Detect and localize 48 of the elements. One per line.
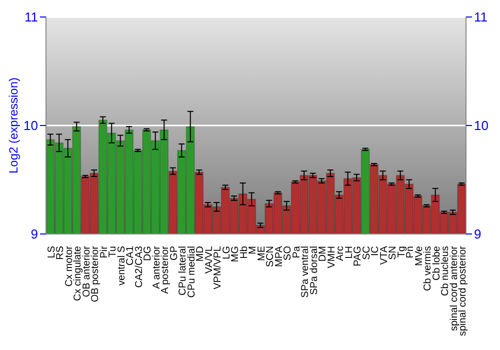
x-tick-label: RS <box>55 246 66 260</box>
y-tick-label: 11 <box>24 10 38 25</box>
x-tick-label: SC <box>361 246 372 260</box>
x-tick-label: Cx cingulate <box>72 246 84 302</box>
x-tick-label: PAG <box>352 246 364 266</box>
x-tick-label: A anterior <box>151 245 162 289</box>
x-tick-label: SN <box>388 246 399 260</box>
y2-tick-label: 10 <box>474 118 488 134</box>
x-tick-label: Arc <box>335 246 346 261</box>
y2-tick-label: 9 <box>474 226 482 242</box>
x-tick-label: MPA <box>274 246 285 267</box>
x-tick-label: MVe <box>414 246 425 266</box>
x-tick-label: VPM/VPL <box>212 246 224 290</box>
x-tick-label: IC <box>370 246 382 256</box>
x-tick-label: GP <box>168 246 180 260</box>
y-tick-label: 9 <box>30 226 38 242</box>
x-tick-label: Tg <box>396 246 408 258</box>
x-tick-label: M <box>248 246 259 254</box>
x-tick-label: VMH <box>326 246 338 268</box>
x-tick-label: Pa <box>291 246 302 258</box>
x-tick-label: Cb nucleus <box>440 246 452 296</box>
y-tick-label: 10 <box>24 118 38 134</box>
x-tick-label: ventral S <box>116 246 128 286</box>
x-tick-label: SCN <box>265 246 276 268</box>
y2-tick-label: 11 <box>474 10 488 25</box>
x-tick-label: ME <box>256 246 268 261</box>
x-tick-label: LH <box>344 246 355 259</box>
x-tick-label: VTA <box>378 246 390 265</box>
y-axis-title: Log2 (expression) <box>6 77 20 174</box>
x-tick-label: Cb lobe <box>431 246 442 280</box>
x-tick-label: OB posterior <box>90 245 102 302</box>
x-tick-label: DM <box>318 246 329 262</box>
x-tick-label: LG <box>221 246 232 260</box>
x-tick-label: SPa dorsal <box>308 246 320 295</box>
x-tick-label: Pir <box>98 245 110 258</box>
x-tick-label: DG <box>142 246 154 261</box>
x-tick-label: spinal cord posterior <box>458 245 469 336</box>
x-tick-label: Hb <box>238 246 250 259</box>
x-tick-label: SO <box>282 246 294 260</box>
x-tick-label: A posterior <box>160 245 172 294</box>
x-tick-label: Tu <box>108 246 119 258</box>
x-tick-label: spinal cord anterior <box>448 245 460 332</box>
x-tick-label: CPu medial <box>186 246 198 298</box>
x-tick-label: OB anterior <box>81 245 92 298</box>
x-tick-label: LS <box>46 246 58 258</box>
x-tick-label: CA2/CA3 <box>134 246 145 288</box>
x-tick-label: CA1 <box>125 246 136 266</box>
x-tick-label: Pn <box>405 246 416 258</box>
